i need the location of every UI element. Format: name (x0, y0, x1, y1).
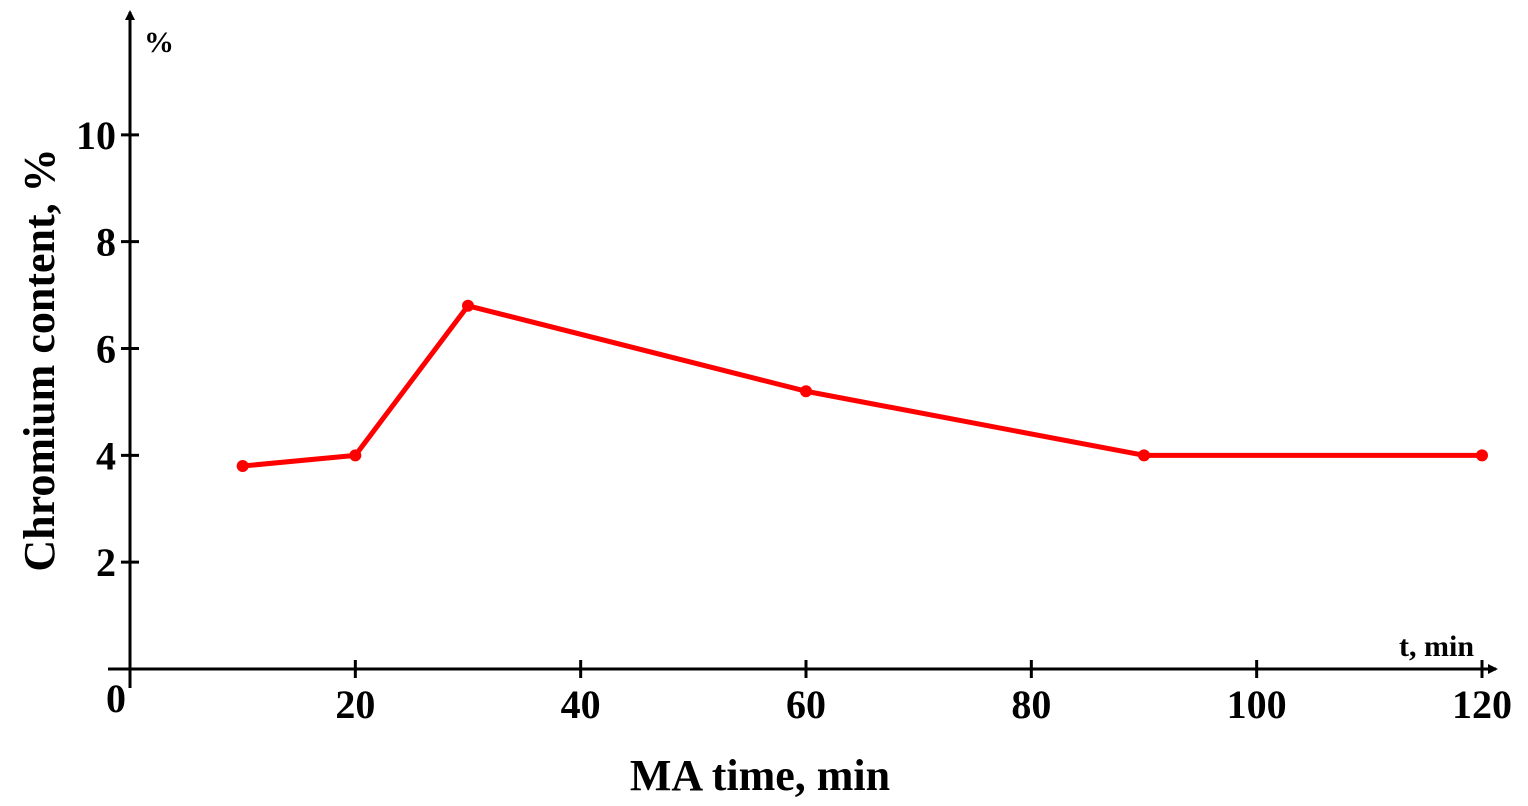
x-axis-title: MA time, min (630, 751, 890, 800)
data-point (1476, 449, 1488, 462)
data-point (462, 299, 474, 312)
y-tick-label: 6 (96, 327, 116, 372)
ticks: 20 40 60 80 100 120 2 4 6 8 10 (76, 113, 1512, 727)
data-point (236, 460, 249, 473)
data-point (349, 449, 362, 462)
y-tick-label: 2 (96, 540, 116, 585)
x-tick-label: 120 (1452, 682, 1512, 727)
x-tick-label: 40 (561, 682, 601, 727)
y-tick-label: 8 (96, 220, 116, 265)
y-axis-title: Chromium content, % (15, 148, 64, 571)
y-tick-label: 4 (96, 433, 116, 478)
origin-label: 0 (106, 676, 126, 721)
series-line (240, 303, 1485, 469)
axes (108, 10, 1498, 688)
x-tick-label: 20 (335, 682, 375, 727)
series (236, 299, 1488, 473)
x-tick-label: 60 (786, 682, 826, 727)
data-point (800, 385, 812, 398)
x-tick-label: 100 (1227, 682, 1287, 727)
y-tick-label: 10 (76, 113, 116, 158)
x-tick-label: 80 (1011, 682, 1051, 727)
data-point (1138, 449, 1150, 462)
x-axis-unit-label: t, min (1399, 630, 1474, 663)
y-axis-unit-label: % (144, 26, 174, 59)
